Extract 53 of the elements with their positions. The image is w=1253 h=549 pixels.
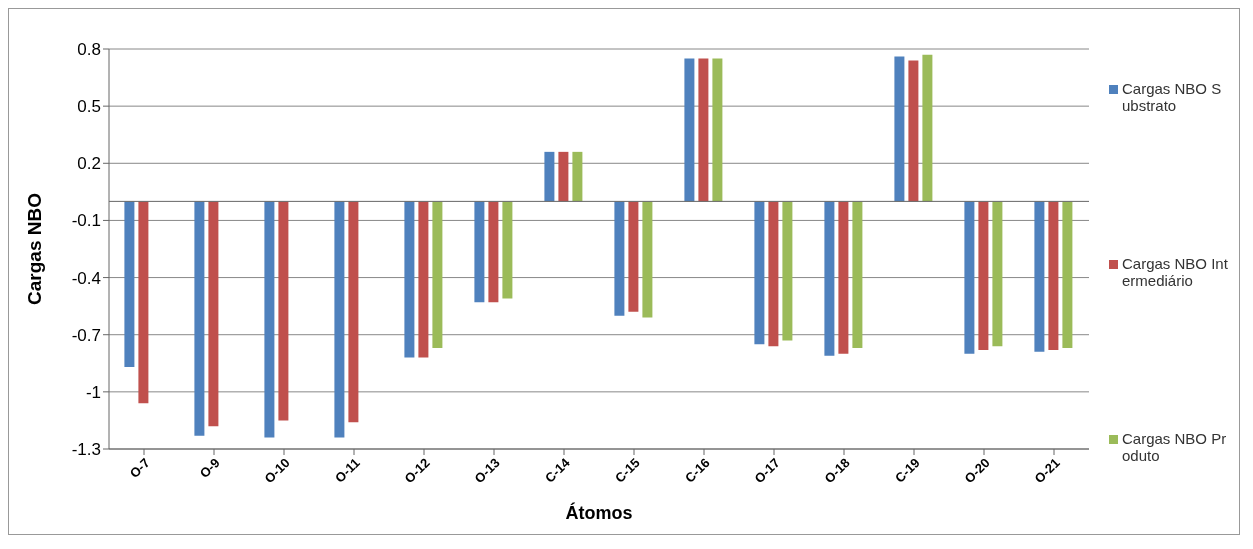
y-tick-label: -0.1 bbox=[71, 211, 101, 231]
bar bbox=[894, 56, 905, 202]
bar bbox=[824, 201, 835, 356]
bar bbox=[922, 54, 933, 202]
bar bbox=[782, 201, 793, 341]
y-tick-label: -1 bbox=[85, 382, 101, 402]
bar bbox=[992, 201, 1003, 347]
x-tick-label: O-9 bbox=[196, 455, 223, 481]
bar bbox=[124, 201, 135, 368]
y-tick-label: 0.5 bbox=[77, 97, 101, 117]
bar bbox=[474, 201, 485, 303]
bar bbox=[1048, 201, 1059, 350]
bar bbox=[698, 58, 709, 202]
bar bbox=[852, 201, 863, 349]
bar bbox=[432, 201, 443, 349]
bar bbox=[684, 58, 695, 202]
y-axis-title: Cargas NBO bbox=[23, 193, 45, 305]
bar bbox=[964, 201, 975, 354]
bar bbox=[488, 201, 499, 303]
bar bbox=[544, 151, 555, 202]
bar bbox=[138, 201, 149, 404]
bar bbox=[628, 201, 639, 312]
y-tick-label: -0.4 bbox=[71, 268, 101, 288]
bar bbox=[404, 201, 415, 358]
bar bbox=[278, 201, 289, 421]
bar bbox=[1062, 201, 1073, 349]
x-axis-title: Átomos bbox=[565, 502, 633, 523]
bar bbox=[502, 201, 513, 299]
y-tick-label: -1.3 bbox=[71, 440, 101, 460]
bar bbox=[978, 201, 989, 350]
bar bbox=[418, 201, 429, 358]
bar bbox=[712, 58, 723, 202]
bar bbox=[838, 201, 849, 354]
bar bbox=[194, 201, 205, 436]
bar bbox=[572, 151, 583, 202]
bar bbox=[1034, 201, 1045, 352]
legend-label: Cargas NBO Produto bbox=[1122, 429, 1228, 464]
legend-label: Cargas NBO Substrato bbox=[1122, 79, 1223, 114]
bar bbox=[264, 201, 275, 438]
bar bbox=[558, 151, 569, 202]
bar bbox=[208, 201, 219, 427]
bar bbox=[908, 60, 919, 202]
y-tick-label: 0.2 bbox=[77, 154, 101, 174]
x-tick-label: O-7 bbox=[126, 455, 153, 481]
bar bbox=[614, 201, 625, 316]
bar bbox=[768, 201, 779, 347]
y-tick-label: 0.8 bbox=[77, 40, 101, 60]
legend-label: Cargas NBO Intermediário bbox=[1122, 254, 1229, 289]
bar bbox=[642, 201, 653, 318]
bar bbox=[754, 201, 765, 345]
bar bbox=[348, 201, 359, 423]
y-tick-label: -0.7 bbox=[71, 325, 101, 345]
bar bbox=[334, 201, 345, 438]
